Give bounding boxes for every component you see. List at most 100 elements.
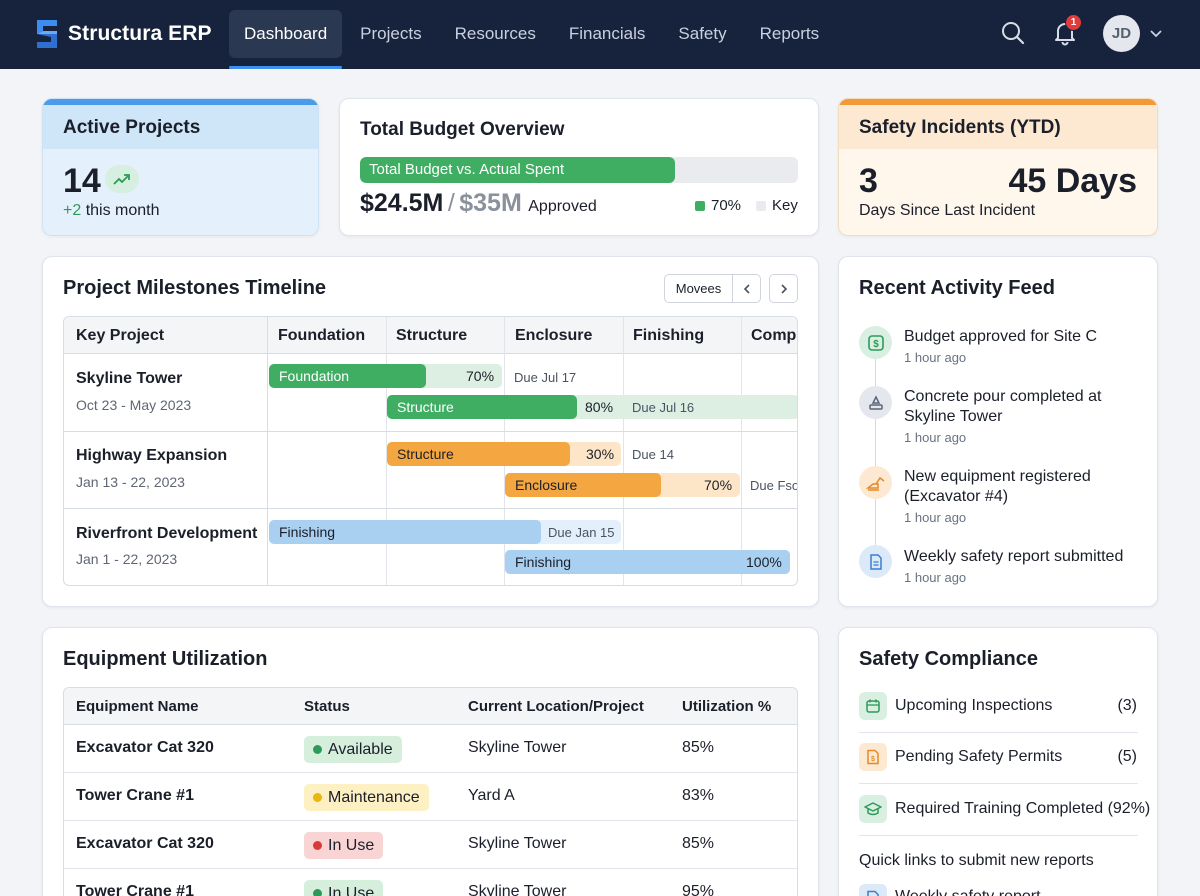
card-header [839, 105, 1157, 149]
active-projects-delta-suffix: this month [85, 202, 160, 219]
equipment-location: Yard A [468, 787, 515, 804]
nav-tab-financials[interactable]: Financials [568, 24, 646, 43]
milestone-bar-fill [387, 395, 577, 419]
milestone-bar-fill [269, 364, 426, 388]
status-badge: In Use [304, 880, 384, 896]
legend-spent-pct: 70% [711, 197, 742, 214]
col-finishing: Finishing [633, 327, 705, 344]
col-location[interactable]: Current Location/Project [468, 698, 644, 715]
milestone-due: Due 14 [632, 447, 674, 462]
col-completion: Compl [751, 327, 798, 344]
milestone-bar-fill [505, 473, 661, 497]
equipment-utilization: 95% [682, 883, 715, 896]
nav-tab-resources[interactable]: Resources [454, 24, 536, 43]
feed-item-text[interactable]: Concrete pour completed at Skyline Tower [904, 388, 1102, 425]
project-name[interactable]: Highway Expansion [76, 447, 228, 464]
equipment-table: Equipment Name Status Current Location/P… [63, 687, 798, 896]
moves-button[interactable]: Movees [664, 274, 733, 303]
col-status[interactable]: Status [304, 698, 350, 715]
report-icon [867, 890, 879, 896]
active-projects-delta: +2 [63, 202, 82, 219]
equipment-name: Excavator Cat 320 [76, 739, 214, 756]
milestone-bar[interactable]: Foundation 70% [269, 364, 502, 388]
feed-item-icon [859, 386, 892, 419]
search-icon[interactable] [1000, 20, 1026, 46]
main-nav: Dashboard Projects Resources Financials … [229, 10, 837, 69]
budget-title: Total Budget Overview [360, 119, 565, 140]
quick-link-icon [859, 884, 887, 896]
table-row[interactable]: Tower Crane #1 Maintenance Yard A 83% [64, 773, 797, 821]
divider [859, 783, 1138, 784]
milestone-bar-fill [269, 520, 541, 544]
col-equipment-name[interactable]: Equipment Name [76, 698, 199, 715]
milestone-bar-fill [387, 442, 570, 466]
activity-feed-card [838, 256, 1158, 607]
avatar[interactable]: JD [1103, 15, 1140, 52]
trend-up-icon [113, 174, 130, 185]
table-row[interactable]: Excavator Cat 320 Available Skyline Towe… [64, 725, 797, 773]
concrete-icon [868, 394, 883, 410]
milestone-bar-label: Foundation [279, 368, 350, 384]
safety-incidents-value: 3 [859, 162, 878, 200]
milestone-bar-label: Structure [397, 446, 454, 462]
compliance-item-label[interactable]: Pending Safety Permits [895, 748, 1063, 765]
active-projects-card [42, 98, 319, 236]
table-row[interactable]: Tower Crane #1 In Use Skyline Tower 95% [64, 869, 797, 896]
chevron-left-icon [743, 283, 750, 294]
milestone-bar[interactable]: Structure 80% Due Jul 16 [387, 395, 797, 419]
app-name: Structura ERP [68, 22, 212, 45]
equipment-utilization-card [42, 627, 819, 896]
table-header-row: Equipment Name Status Current Location/P… [64, 688, 797, 725]
timeline-prev-button[interactable] [732, 274, 761, 303]
report-icon [869, 553, 882, 570]
col-key-project: Key Project [76, 327, 165, 344]
nav-tab-dashboard[interactable]: Dashboard [229, 10, 343, 69]
row-divider [64, 508, 797, 509]
feed-timeline-line [875, 358, 876, 558]
quick-link-weekly-report[interactable]: Weekly safety report [895, 888, 1041, 896]
feed-item-text[interactable]: Budget approved for Site C [904, 328, 1098, 345]
milestones-title: Project Milestones Timeline [63, 277, 327, 299]
svg-text:$: $ [873, 339, 879, 350]
status-badge: Available [304, 736, 402, 763]
divider [859, 835, 1138, 836]
safety-incidents-card [838, 98, 1158, 236]
legend-key-label: Key [772, 197, 798, 214]
milestone-bar[interactable]: Finishing Due Jan 15 [269, 520, 621, 544]
feed-item-text[interactable]: Weekly safety report submitted [904, 548, 1124, 565]
trend-up-badge [105, 165, 139, 193]
timeline-next-button[interactable] [769, 274, 798, 303]
nav-tab-projects[interactable]: Projects [360, 24, 422, 43]
milestone-bar-pct: 70% [466, 368, 495, 384]
column-divider [386, 317, 387, 585]
project-name[interactable]: Riverfront Development [76, 525, 258, 542]
status-badge: In Use [304, 832, 384, 859]
card-accent-stripe [43, 99, 318, 105]
safety-compliance-card [838, 627, 1158, 896]
budget-approved-label: Approved [528, 198, 597, 215]
milestone-bar-label: Finishing [515, 554, 572, 570]
brand[interactable]: Structura ERP [34, 16, 212, 52]
nav-tab-safety[interactable]: Safety [678, 24, 727, 43]
milestone-bar-pct: 100% [746, 554, 782, 570]
table-row[interactable]: Excavator Cat 320 In Use Skyline Tower 8… [64, 821, 797, 869]
budget-progress-fill [360, 157, 675, 183]
equipment-utilization: 83% [682, 787, 715, 804]
milestone-bar[interactable]: Finishing 100% [505, 550, 790, 574]
col-foundation: Foundation [278, 327, 366, 344]
nav-tab-reports[interactable]: Reports [759, 24, 820, 43]
divider [859, 732, 1138, 733]
milestone-bar-label: Structure [397, 399, 454, 415]
status-badge: Maintenance [304, 784, 429, 811]
compliance-item-label[interactable]: Required Training Completed (92%) [895, 800, 1151, 817]
excavator-icon [865, 476, 884, 491]
compliance-item-label[interactable]: Upcoming Inspections [895, 697, 1053, 714]
project-name[interactable]: Skyline Tower [76, 370, 183, 387]
milestone-bar[interactable]: Enclosure 70% [505, 473, 740, 497]
milestone-bar-fill [505, 550, 790, 574]
chevron-down-icon[interactable] [1149, 27, 1163, 41]
milestone-due: Due Jul 17 [514, 370, 577, 385]
milestone-bar[interactable]: Structure 30% [387, 442, 621, 466]
feed-item-text[interactable]: New equipment registered (Excavator #4) [904, 468, 1091, 505]
col-utilization[interactable]: Utilization % [682, 698, 772, 715]
